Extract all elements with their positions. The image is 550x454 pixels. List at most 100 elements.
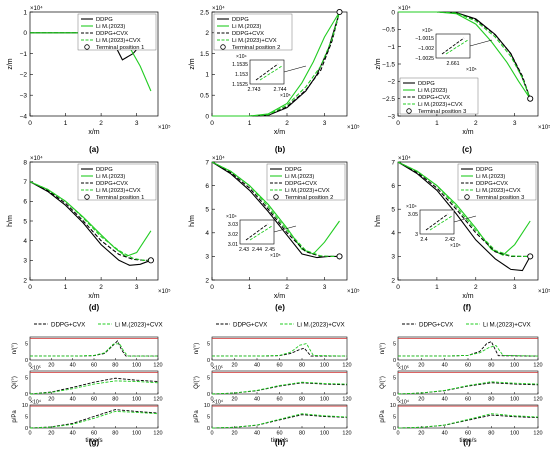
inset-y-exponent: ×10⁴ [236,54,247,60]
y-tick-label: 3 [23,258,27,265]
x-tick-label: 60 [91,431,97,437]
y-tick-label: 1 [205,72,209,79]
y-axis-label: z/m [375,58,382,69]
y-tick-label: −1 [20,51,28,58]
y-tick-label: 4 [23,238,27,245]
series-line [397,381,539,395]
series-line [398,344,539,357]
y-tick-label: 0 [23,30,27,37]
inset-x-tick-label: 2.45 [265,247,275,253]
y-axis-label: n/(°) [194,343,200,354]
y-exponent: ×10⁴ [212,155,225,162]
x-tick-label: 100 [320,363,329,369]
x-tick-label: 60 [91,397,97,403]
x-exponent: ×10⁵ [158,124,171,131]
inset-y-tick-label: 3.02 [228,232,238,238]
x-tick-label: 0 [210,363,213,369]
y-tick-label: 5 [25,376,28,382]
x-tick-label: 0 [396,284,400,291]
panel-label: (e) [275,303,285,312]
legend-label: Terminal position 3 [418,109,466,115]
y-exponent: ×10⁵ [212,366,223,372]
legend-label: Li M.(2023)+CVX [297,322,345,329]
inset-y-tick-label: −1.0025 [415,56,434,62]
legend-label: Terminal position 2 [232,45,280,51]
x-tick-label: 3 [513,120,517,127]
x-tick-label: 60 [276,431,282,437]
x-tick-label: 120 [153,363,162,369]
legend-marker [84,44,90,50]
terminal-point-marker [527,95,534,102]
panel-label: (a) [89,145,99,154]
series-line [398,341,539,357]
legend: DDPG+CVX Li M.(2023)+CVX [402,322,531,329]
x-tick-label: 0 [28,431,31,437]
x-tick-label: 60 [276,397,282,403]
x-exponent: ×10⁵ [347,124,360,131]
series-line [29,181,151,261]
x-tick-label: 20 [48,363,54,369]
x-tick-label: 100 [510,363,519,369]
x-exponent: ×10⁵ [347,288,360,295]
series-line [29,181,152,266]
x-tick-label: 40 [70,397,76,403]
legend-label: Terminal position 1 [96,195,144,201]
y-tick-label: 0 [393,426,396,432]
legend-label: Li M.(2023)+CVX [96,188,141,194]
legend-box [213,13,293,51]
y-tick-label: 5 [393,415,396,421]
y-tick-label: 5 [391,207,395,214]
x-tick-label: 40 [254,397,260,403]
panel-label: (h) [275,438,286,447]
x-tick-label: 100 [320,431,329,437]
y-tick-label: 3 [205,254,209,261]
x-tick-label: 100 [510,431,519,437]
chart-panel-h: DDPG+CVX Li M.(2023)+CVX 0 5 n/(°) 0 20 40 60 80 1… [194,322,352,445]
x-axis-label: x/m [88,293,99,300]
plot-frame [397,370,539,395]
x-tick-label: 60 [465,363,471,369]
y-tick-label: 5 [207,342,210,348]
plot-frame [29,11,159,117]
y-axis-label: h/m [7,215,14,227]
y-exponent: ×10⁴ [212,400,223,406]
x-tick-label: 120 [533,363,542,369]
x-tick-label: 0 [396,363,399,369]
x-tick-label: 80 [112,397,118,403]
y-exponent: ×10⁴ [30,155,43,162]
y-axis-label: Q/(°) [194,376,200,389]
y-axis-label: h/m [375,215,382,227]
x-tick-label: 1 [435,120,439,127]
legend-box [77,13,157,51]
x-axis-label: time/s [271,437,289,444]
legend-label: DDPG+CVX [96,31,128,37]
x-tick-label: 1 [248,120,252,127]
inset-y-tick-label: −1.002 [418,46,434,52]
x-tick-label: 0 [210,431,213,437]
legend-box [266,163,346,201]
x-tick-label: 120 [153,397,162,403]
inset-y-tick-label: 1.1525 [232,82,248,88]
inset-line [441,37,465,55]
inset-x-tick-label: 2.661 [447,61,460,67]
x-tick-label: 60 [276,363,282,369]
legend-label: Li M.(2023) [476,174,505,180]
series-line [211,161,340,255]
series-line [211,161,340,257]
x-tick-label: 0 [210,120,214,127]
legend-label: DDPG [232,17,249,23]
legend-marker [464,194,470,200]
x-tick-label: 40 [442,397,448,403]
y-tick-label: 8 [23,159,27,166]
legend-box [77,163,157,201]
plot-frame [397,161,539,281]
legend-marker [273,194,279,200]
x-tick-label: 20 [231,363,237,369]
y-tick-label: −1 [388,44,396,51]
y-tick-label: 0 [391,9,395,16]
x-tick-label: 20 [48,397,54,403]
